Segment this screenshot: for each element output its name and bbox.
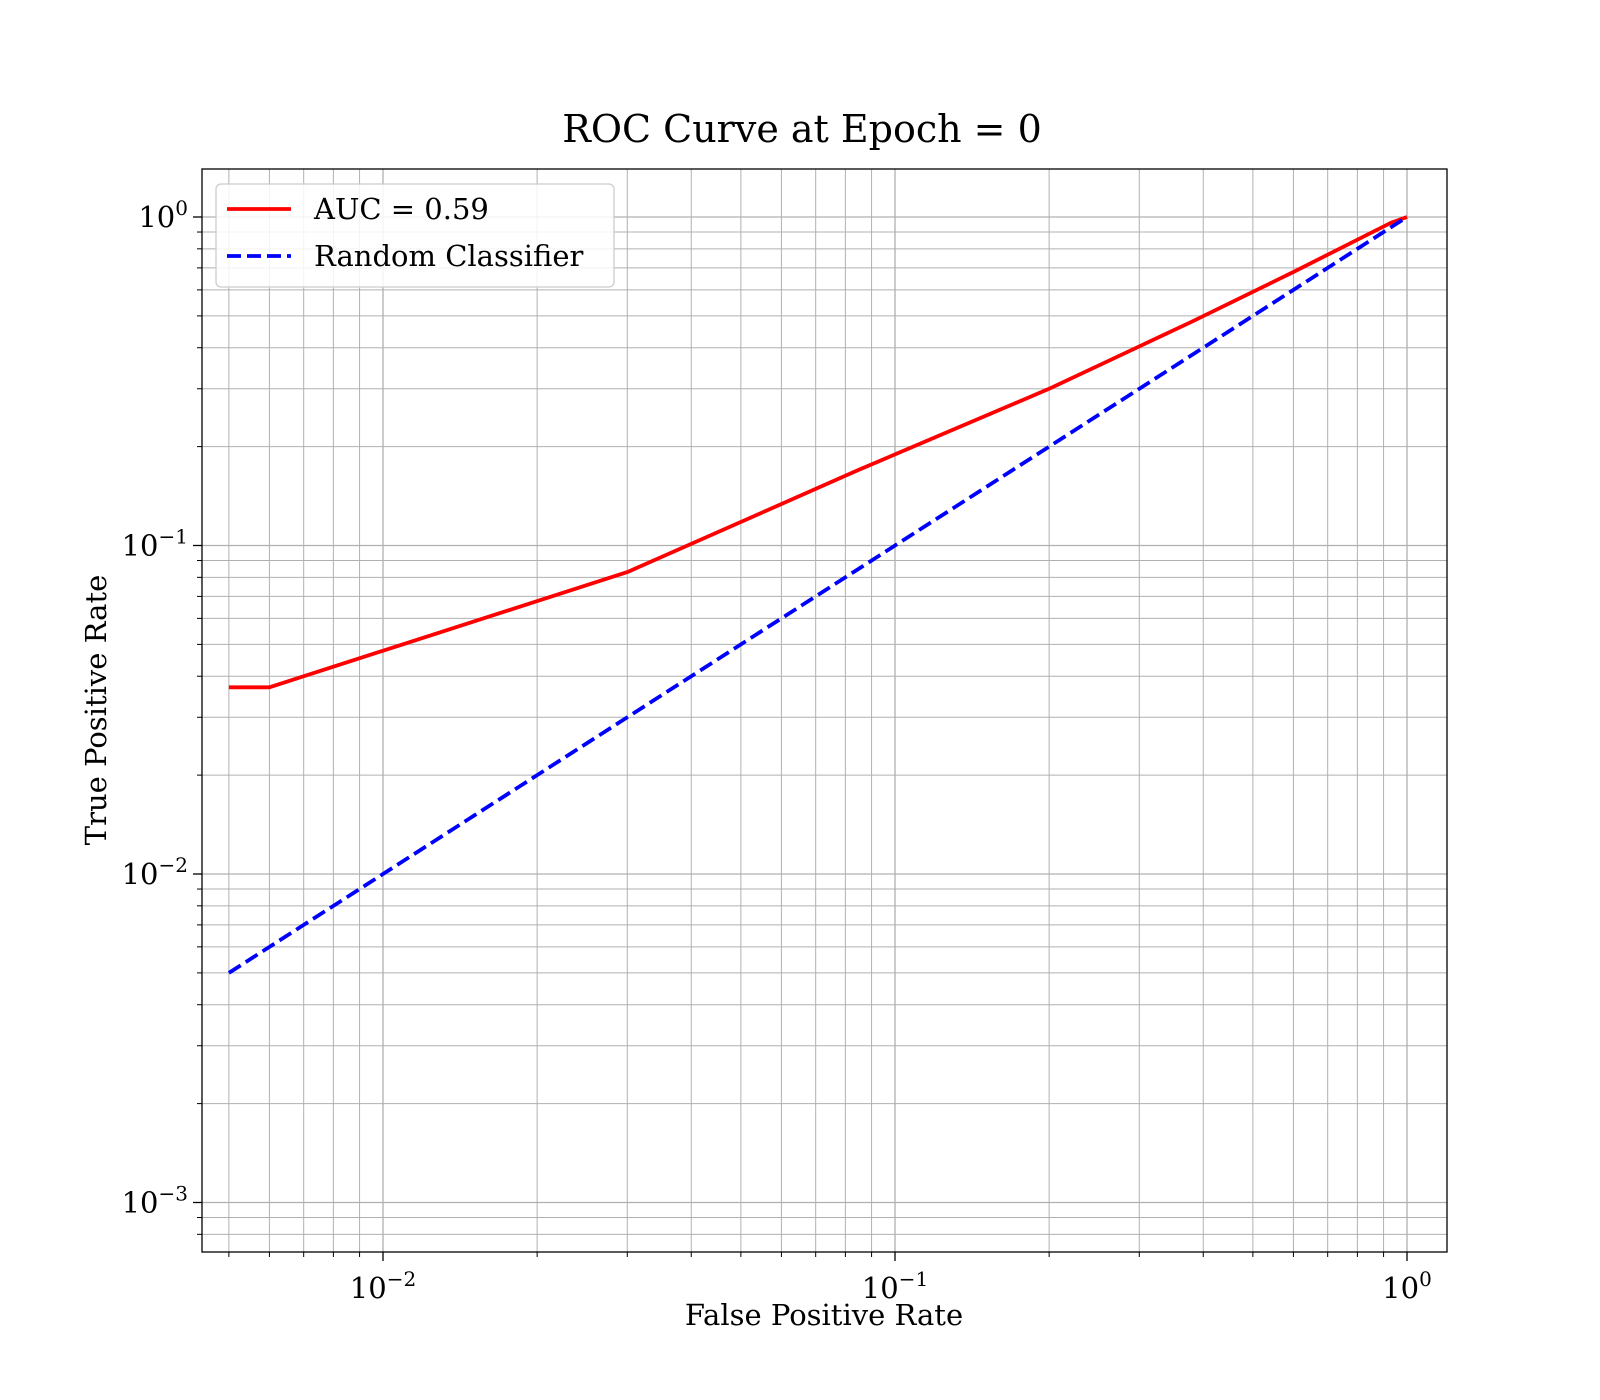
random-classifier-line [227,215,1409,975]
grid-lines [202,169,1447,1252]
roc-curve-line [228,215,1408,690]
y-axis-label: True Positive Rate [79,575,113,846]
legend-label-random-classifier: Random Classifier [314,239,584,273]
legend: AUC = 0.59 Random Classifier [215,183,615,288]
legend-label-auc: AUC = 0.59 [313,192,489,226]
chart-title: ROC Curve at Epoch = 0 [562,107,1042,151]
y-tick-label: 10−2 [122,853,188,891]
y-tick-label: 10−3 [122,1182,188,1220]
x-tick-label: 10−1 [862,1267,928,1305]
legend-box [215,183,615,288]
y-tick-label: 10−1 [122,525,188,563]
x-tick-label: 10−2 [350,1267,416,1305]
tick-layer: 10−2 10−1 100 10−3 10−2 10−1 100 [122,196,1432,1305]
x-axis-label: False Positive Rate [685,1298,963,1332]
series-layer [227,215,1409,975]
x-tick-label: 100 [1382,1267,1432,1305]
y-tick-label: 100 [138,196,188,234]
plot-frame [201,168,1448,1253]
